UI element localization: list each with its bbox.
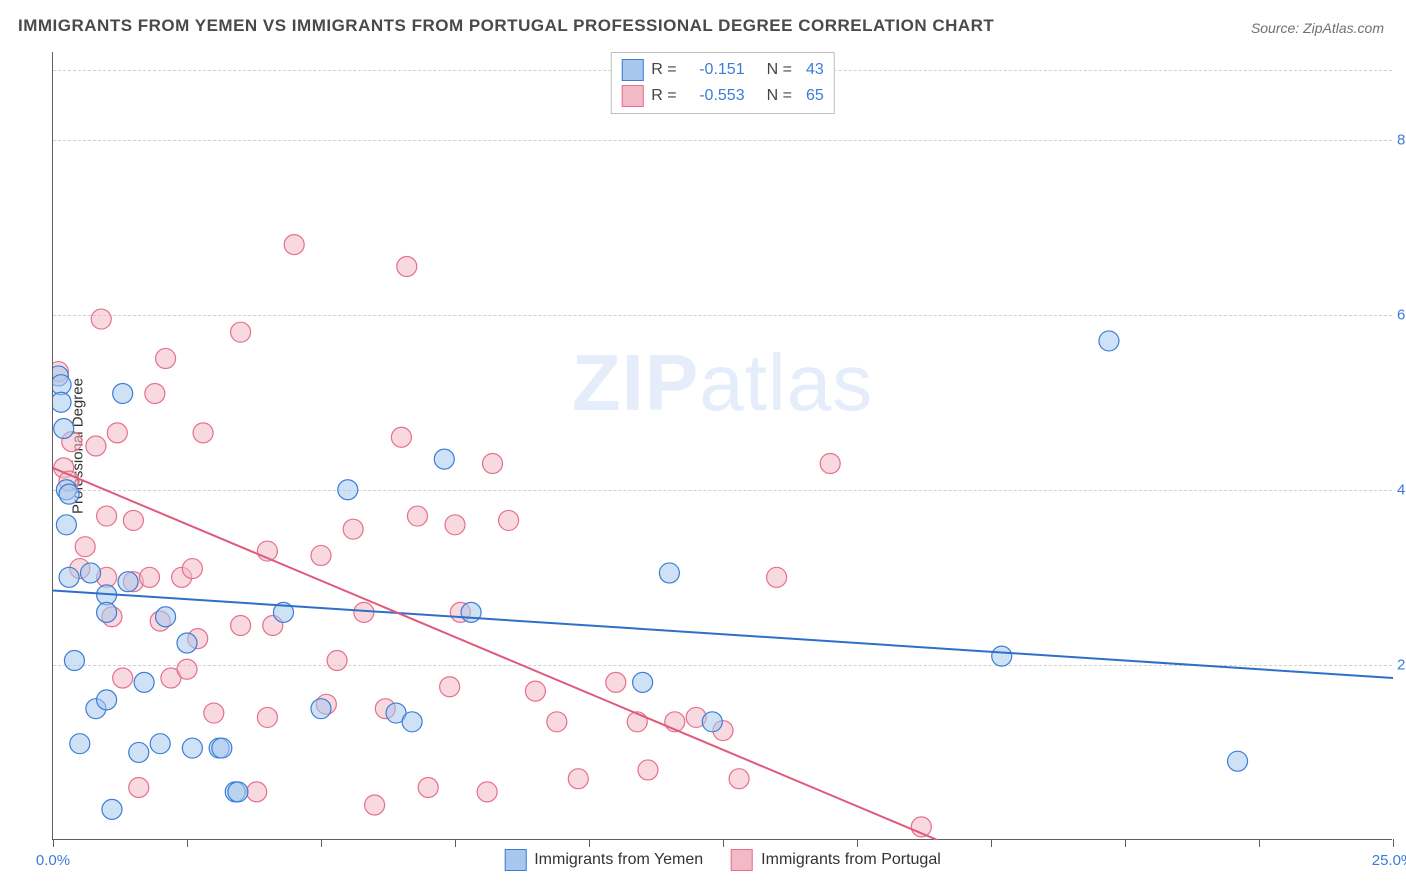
source-attribution: Source: ZipAtlas.com xyxy=(1251,20,1384,36)
chart-title: IMMIGRANTS FROM YEMEN VS IMMIGRANTS FROM… xyxy=(18,16,994,36)
legend-item-yemen: Immigrants from Yemen xyxy=(504,849,703,871)
stats-row-portugal: R = -0.553 N = 65 xyxy=(621,83,823,109)
chart-plot-area: ZIPatlas 2.0%4.0%6.0%8.0% R = -0.151 N =… xyxy=(52,52,1392,840)
swatch-portugal xyxy=(621,85,643,107)
stats-row-yemen: R = -0.151 N = 43 xyxy=(621,57,823,83)
legend-swatch-portugal xyxy=(731,849,753,871)
legend-label-portugal: Immigrants from Portugal xyxy=(761,851,941,869)
y-tick-label: 8.0% xyxy=(1397,131,1406,148)
x-tick-label: 25.0% xyxy=(1372,852,1406,869)
legend-item-portugal: Immigrants from Portugal xyxy=(731,849,941,871)
legend-label-yemen: Immigrants from Yemen xyxy=(534,851,703,869)
y-tick-label: 4.0% xyxy=(1397,481,1406,498)
y-tick-label: 6.0% xyxy=(1397,306,1406,323)
swatch-yemen xyxy=(621,59,643,81)
legend-swatch-yemen xyxy=(504,849,526,871)
y-tick-label: 2.0% xyxy=(1397,656,1406,673)
bottom-legend: Immigrants from Yemen Immigrants from Po… xyxy=(504,849,941,871)
x-tick-label: 0.0% xyxy=(36,852,70,869)
scatter-svg xyxy=(53,52,1392,839)
correlation-stats-box: R = -0.151 N = 43 R = -0.553 N = 65 xyxy=(610,52,834,114)
